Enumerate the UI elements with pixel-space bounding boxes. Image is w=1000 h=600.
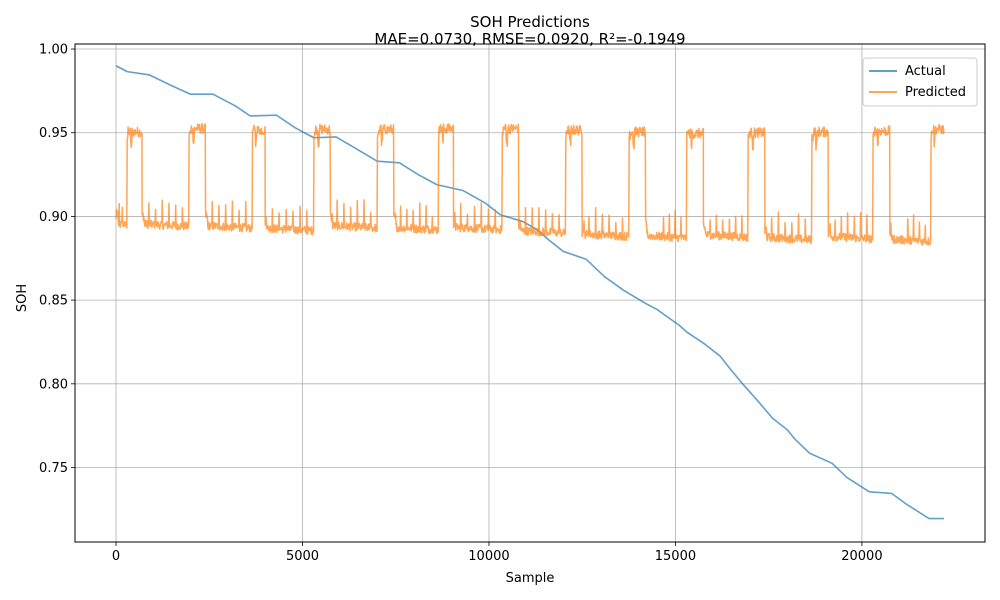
y-tick-label: 1.00 — [39, 43, 68, 58]
y-tick-label: 0.90 — [39, 210, 68, 225]
chart-title: SOH Predictions — [470, 13, 590, 31]
plot-frame — [74, 43, 986, 543]
x-tick-label: 20000 — [841, 549, 882, 564]
grid-lines — [75, 44, 985, 542]
chart-subtitle: MAE=0.0730, RMSE=0.0920, R²=-0.1949 — [374, 30, 685, 48]
x-tick-label: 0 — [112, 549, 120, 564]
x-tick-label: 15000 — [655, 549, 696, 564]
y-tick-label: 0.80 — [39, 377, 68, 392]
axis-ticks: 0 5000 10000 15000 20000 0.75 0.80 0.85 0.90 0.95… — [39, 43, 883, 564]
y-tick-label: 0.75 — [39, 461, 68, 476]
legend-label-predicted: Predicted — [905, 85, 966, 100]
legend-label-actual: Actual — [905, 64, 946, 79]
x-tick-label: 10000 — [468, 549, 509, 564]
y-tick-label: 0.95 — [39, 126, 68, 141]
series-line-predicted — [115, 122, 945, 246]
y-tick-label: 0.85 — [39, 294, 68, 309]
x-axis-label: Sample — [506, 571, 555, 586]
x-tick-label: 5000 — [286, 549, 319, 564]
series-group — [115, 65, 945, 520]
y-axis-label: SOH — [15, 284, 30, 312]
legend: Actual Predicted — [862, 57, 978, 107]
series-line-actual — [115, 65, 944, 520]
